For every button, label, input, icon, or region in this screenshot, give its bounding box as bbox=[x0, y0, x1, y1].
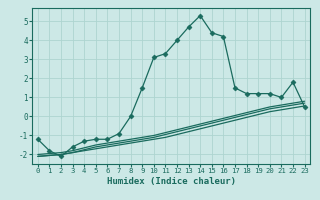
X-axis label: Humidex (Indice chaleur): Humidex (Indice chaleur) bbox=[107, 177, 236, 186]
